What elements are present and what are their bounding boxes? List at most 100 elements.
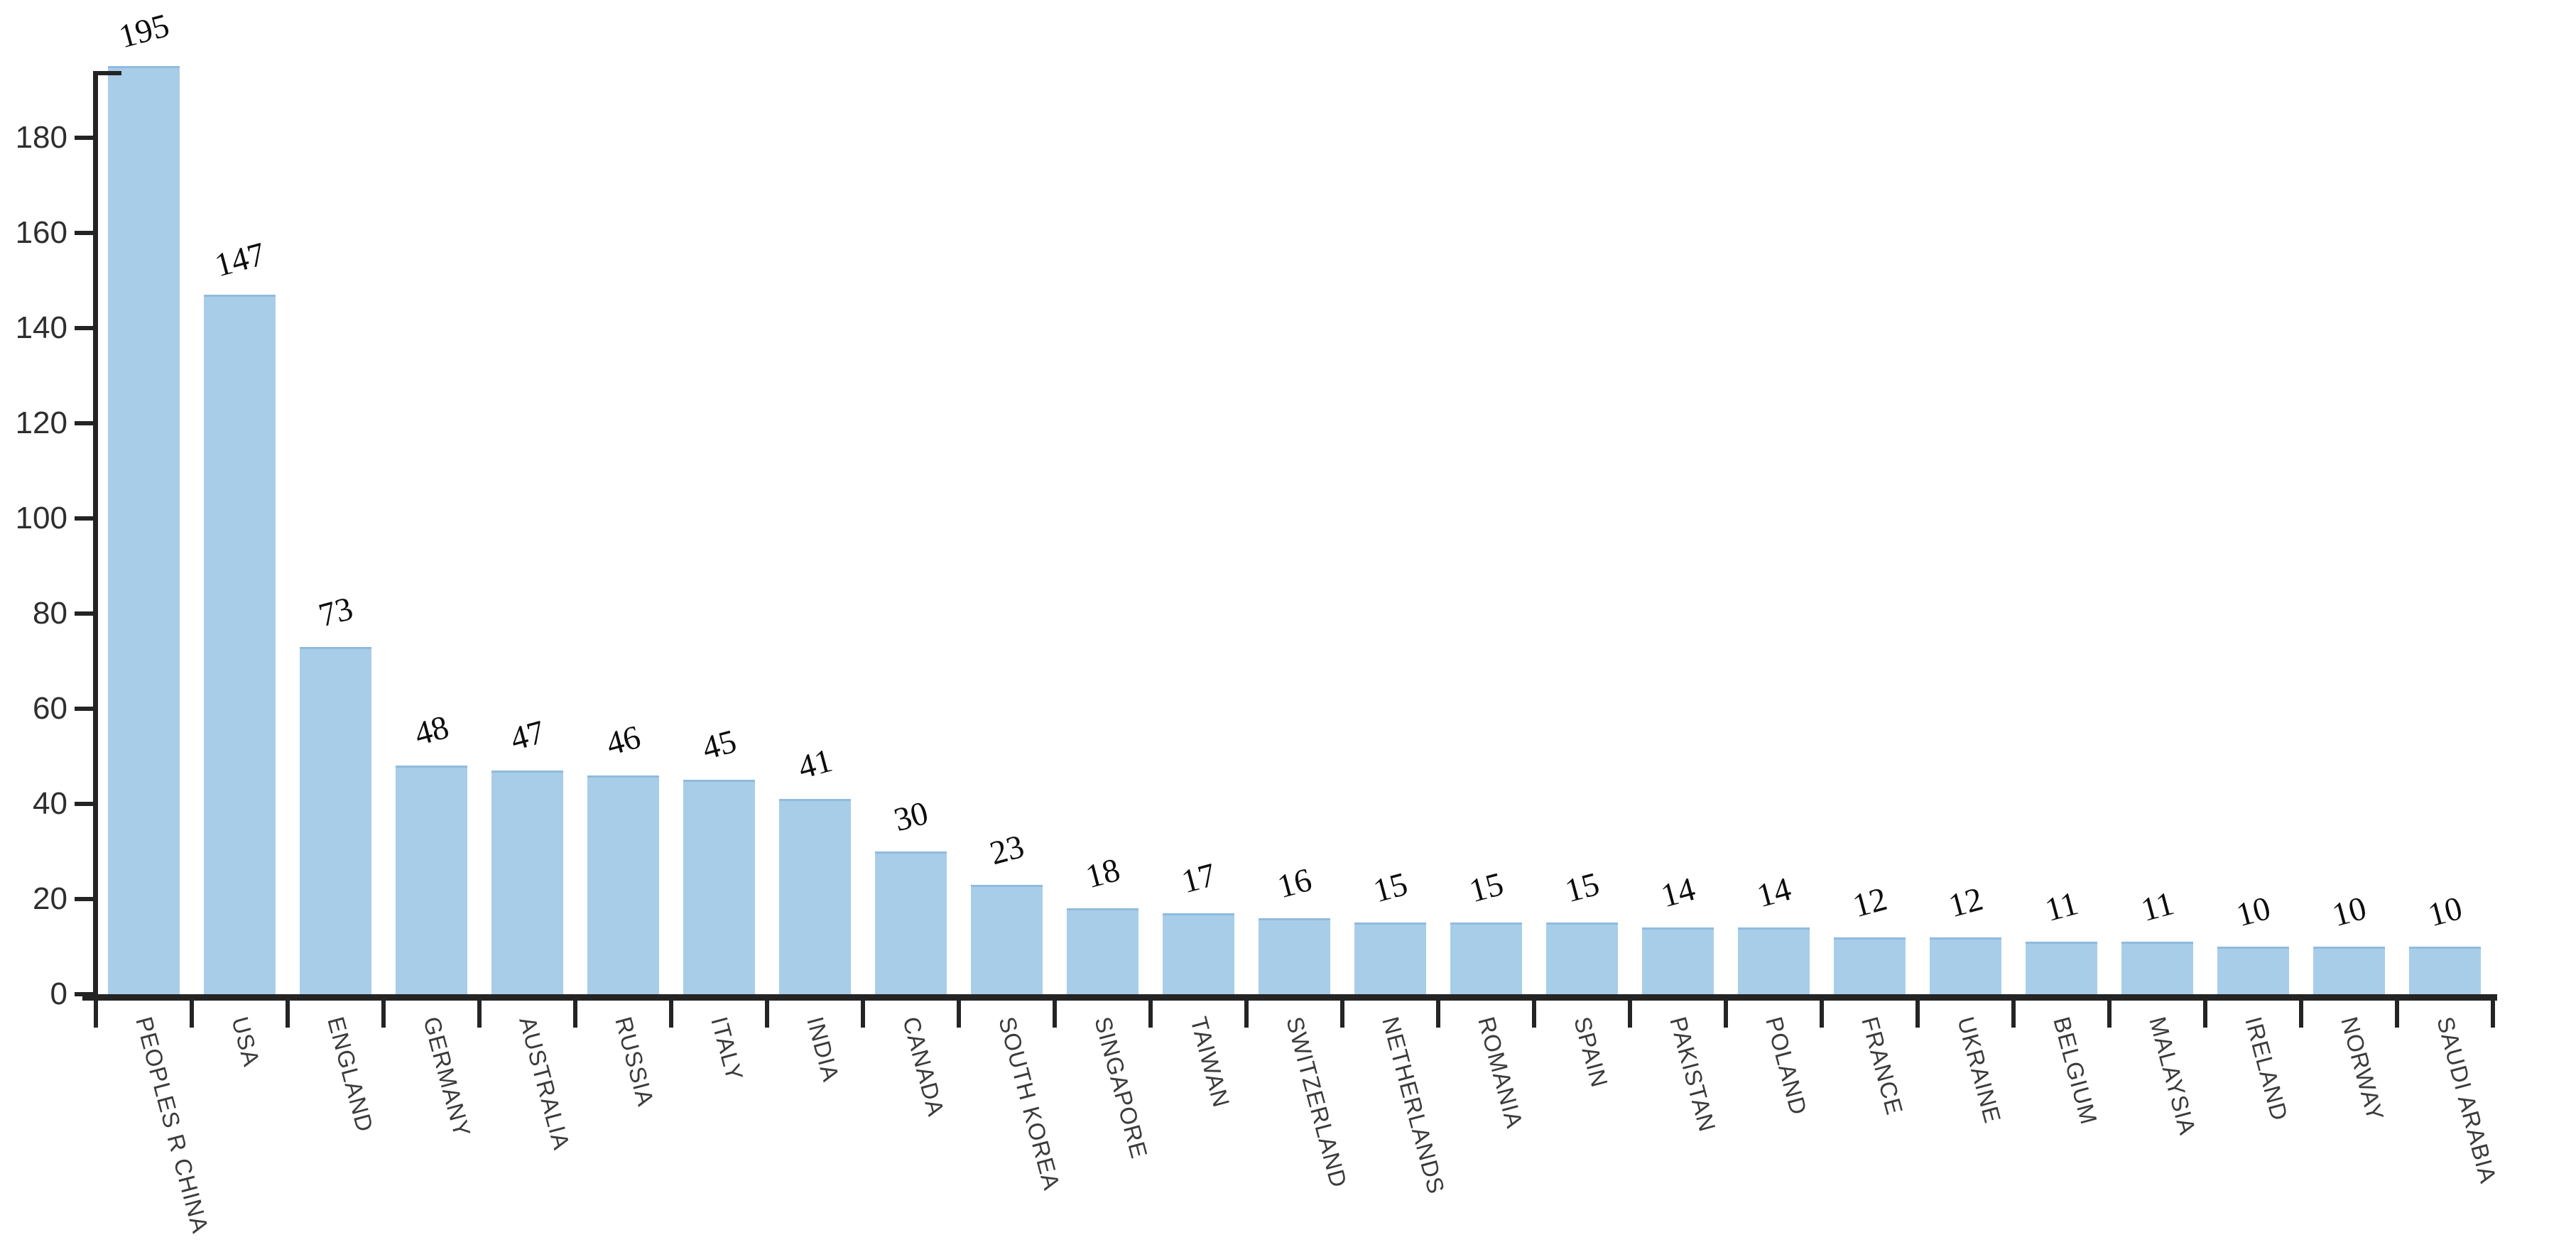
bar-usa (204, 295, 276, 996)
category-label: POLAND (1760, 1013, 1813, 1118)
category-label: ENGLAND (322, 1013, 379, 1136)
bar-belgium (2026, 942, 2097, 996)
bar-value-label: 14 (1752, 870, 1795, 915)
bar-value-label: 12 (1848, 880, 1891, 925)
bar-value-label: 46 (602, 718, 644, 763)
category-label: PEOPLES R CHINA (130, 1013, 214, 1236)
category-label: NETHERLANDS (1376, 1013, 1450, 1197)
bar-value-label: 45 (697, 722, 740, 768)
y-tick (75, 231, 96, 235)
bar-romania (1450, 922, 1522, 996)
bar-value-label: 30 (889, 794, 932, 839)
y-tick (75, 802, 96, 806)
x-tick (1820, 1001, 1824, 1028)
y-tick-label: 140 (15, 310, 67, 345)
y-tick-label: 60 (33, 691, 67, 726)
bar-saudi-arabia (2409, 947, 2481, 996)
bar-germany (396, 766, 467, 996)
bar-value-label: 73 (314, 589, 357, 635)
bar-singapore (1067, 908, 1138, 996)
x-tick (1915, 1001, 1920, 1028)
category-label: GERMANY (418, 1013, 476, 1141)
bar-peoples-r-china (108, 66, 180, 996)
category-label: SAUDI ARABIA (2431, 1013, 2501, 1187)
y-tick-label: 40 (33, 786, 67, 821)
y-tick (75, 136, 96, 140)
x-tick (2395, 1001, 2399, 1028)
category-label: INDIA (801, 1013, 844, 1085)
category-label: SOUTH KOREA (993, 1013, 1065, 1193)
category-label: SPAIN (1568, 1013, 1613, 1091)
x-tick (765, 1001, 769, 1028)
bar-ireland (2217, 947, 2289, 996)
x-tick (2203, 1001, 2207, 1028)
bar-pakistan (1642, 927, 1714, 996)
bar-value-label: 10 (2327, 889, 2370, 935)
bar-india (779, 799, 851, 996)
y-tick-label: 0 (50, 976, 67, 1011)
y-tick-label: 120 (15, 405, 67, 440)
bar-netherlands (1354, 922, 1426, 996)
x-tick (381, 1001, 386, 1028)
x-tick (2299, 1001, 2303, 1028)
bar-value-label: 11 (2040, 885, 2082, 929)
x-tick (286, 1001, 290, 1028)
bar-spain (1546, 922, 1618, 996)
category-label: ROMANIA (1472, 1013, 1528, 1131)
category-label: MALAYSIA (2143, 1013, 2201, 1138)
y-tick-label: 180 (15, 120, 67, 155)
y-tick (75, 326, 96, 330)
x-tick (1244, 1001, 1249, 1028)
bar-france (1834, 937, 1906, 996)
bar-value-label: 18 (1081, 851, 1124, 896)
bar-poland (1738, 927, 1810, 996)
y-tick-label: 80 (33, 596, 67, 631)
y-tick-label: 20 (33, 881, 67, 916)
x-tick (1532, 1001, 1536, 1028)
y-tick (75, 611, 96, 616)
x-tick (477, 1001, 482, 1028)
bar-ukraine (1930, 937, 2001, 996)
bar-value-label: 41 (793, 741, 836, 787)
x-tick (2011, 1001, 2016, 1028)
category-label: BELGIUM (2048, 1013, 2102, 1128)
x-tick (1724, 1001, 1728, 1028)
y-tick (75, 707, 96, 711)
x-tick (1436, 1001, 1440, 1028)
x-tick (573, 1001, 577, 1028)
x-tick (2107, 1001, 2112, 1028)
y-tick-label: 100 (15, 501, 67, 535)
bar-value-label: 12 (1944, 880, 1987, 925)
category-label: PAKISTAN (1664, 1013, 1721, 1135)
x-tick (1053, 1001, 1057, 1028)
category-label: UKRAINE (1952, 1013, 2006, 1126)
y-tick-label: 160 (15, 215, 67, 250)
bar-australia (491, 771, 563, 996)
category-label: TAIWAN (1185, 1013, 1235, 1111)
x-tick (2491, 1001, 2495, 1028)
category-label: ITALY (705, 1013, 749, 1084)
bar-russia (587, 775, 659, 996)
y-tick (75, 897, 96, 901)
bar-value-label: 15 (1464, 865, 1507, 910)
bar-norway (2313, 947, 2385, 996)
x-tick (669, 1001, 673, 1028)
y-tick (75, 516, 96, 521)
bar-malaysia (2121, 942, 2193, 996)
bar-taiwan (1163, 913, 1234, 996)
bar-value-label: 147 (210, 235, 269, 285)
y-axis-end-cap-tick (93, 71, 121, 75)
x-tick (190, 1001, 194, 1028)
bar-value-label: 195 (114, 6, 173, 56)
category-label: AUSTRALIA (513, 1013, 575, 1153)
category-label: NORWAY (2335, 1013, 2389, 1124)
y-tick (75, 421, 96, 425)
y-axis-line (93, 71, 98, 1001)
bar-south-korea (971, 885, 1043, 996)
x-axis-line (82, 994, 2497, 1001)
x-tick (1340, 1001, 1344, 1028)
category-label: SINGAPORE (1089, 1013, 1153, 1162)
bar-value-label: 47 (506, 713, 548, 758)
